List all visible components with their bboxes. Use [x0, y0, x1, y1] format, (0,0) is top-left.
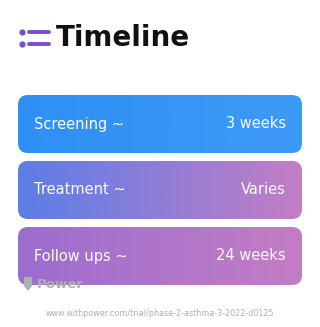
Text: www.withpower.com/trial/phase-2-asthma-3-2022-d0125: www.withpower.com/trial/phase-2-asthma-3…: [46, 308, 274, 318]
Text: 24 weeks: 24 weeks: [216, 249, 286, 264]
FancyBboxPatch shape: [18, 161, 302, 219]
Text: Varies: Varies: [241, 182, 286, 198]
Text: Follow ups ~: Follow ups ~: [34, 249, 128, 264]
FancyBboxPatch shape: [18, 95, 302, 153]
FancyBboxPatch shape: [18, 227, 302, 285]
Text: Power: Power: [37, 279, 84, 291]
Text: 3 weeks: 3 weeks: [226, 116, 286, 131]
Text: Treatment ~: Treatment ~: [34, 182, 126, 198]
Text: Screening ~: Screening ~: [34, 116, 124, 131]
Text: Timeline: Timeline: [56, 24, 190, 52]
Polygon shape: [24, 277, 32, 291]
